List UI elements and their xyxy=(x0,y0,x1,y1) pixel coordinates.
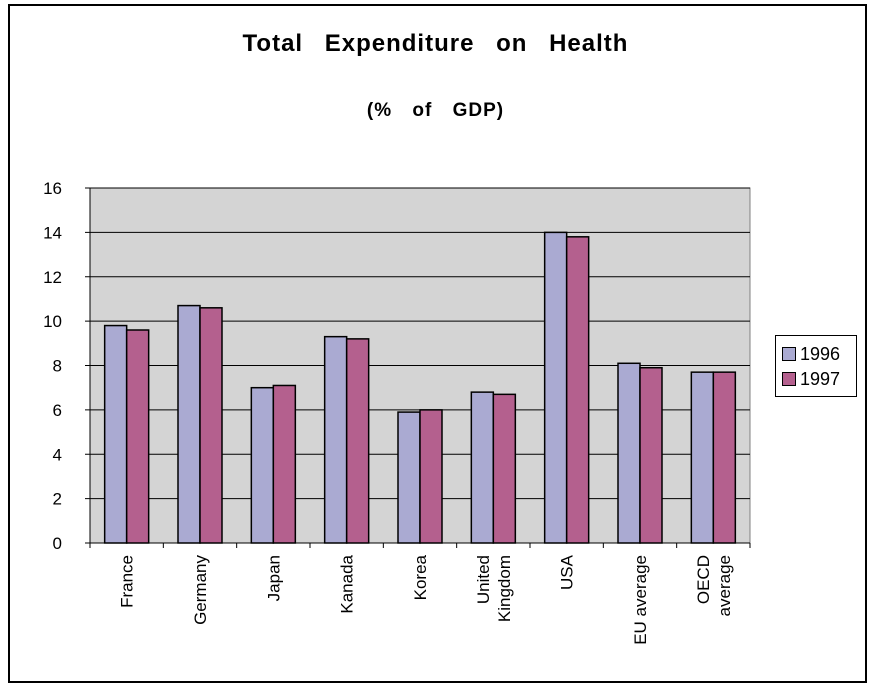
x-tick-label-line: Kanada xyxy=(338,554,357,613)
x-tick-label-line: United xyxy=(474,555,493,604)
bar-1997-eu-average xyxy=(639,366,663,544)
x-tick-label: Kanada xyxy=(338,554,357,613)
x-tick-label: France xyxy=(118,555,137,608)
y-tick-label: 4 xyxy=(53,445,62,464)
x-tick-label-line: EU average xyxy=(631,555,650,645)
x-tick-label: OECD average xyxy=(694,555,734,616)
bar-1996-kanada xyxy=(323,335,348,544)
bar-1996-germany xyxy=(177,304,201,544)
legend-swatch-1997 xyxy=(782,372,796,386)
x-tick-label-line: Korea xyxy=(411,554,430,600)
y-tick-label: 8 xyxy=(53,357,62,376)
x-tick-label-line: Japan xyxy=(264,555,283,601)
y-tick-label: 16 xyxy=(43,179,62,198)
x-tick-label-line: France xyxy=(118,555,137,608)
bar-1996-oecd-average xyxy=(690,371,715,544)
bar-1996-united-kingdom xyxy=(470,391,495,544)
x-tick-label: USA xyxy=(558,554,577,590)
legend-item-1996: 1996 xyxy=(782,343,840,365)
y-tick-label: 2 xyxy=(53,490,62,509)
x-tick-label: Japan xyxy=(264,555,283,601)
y-tick-label: 12 xyxy=(43,268,62,287)
bar-1997-kanada xyxy=(345,338,370,544)
bar-1997-japan xyxy=(272,384,297,544)
chart-legend: 1996 1997 xyxy=(775,335,857,397)
bar-1996-usa xyxy=(543,231,568,544)
bar-1996-france xyxy=(103,324,128,544)
x-tick-label-line: OECD xyxy=(694,555,713,604)
legend-swatch-1996 xyxy=(782,347,796,361)
bar-1997-united-kingdom xyxy=(492,393,517,544)
x-tick-label-line: Kingdom xyxy=(495,555,514,622)
bar-1996-korea xyxy=(397,411,421,544)
legend-label-1997: 1997 xyxy=(800,368,841,389)
y-tick-label: 14 xyxy=(43,223,62,242)
chart-subtitle: (% of GDP) xyxy=(366,100,505,121)
x-tick-label-line: Germany xyxy=(191,555,210,625)
y-tick-label: 6 xyxy=(53,401,62,420)
x-tick-label: Germany xyxy=(191,555,210,625)
bar-1996-japan xyxy=(250,386,275,544)
bar-1997-france xyxy=(125,329,150,544)
x-tick-label-line: USA xyxy=(558,554,577,590)
legend-label-1996: 1996 xyxy=(800,343,841,364)
bar-1997-usa xyxy=(565,236,590,544)
bar-1997-oecd-average xyxy=(712,371,737,544)
x-tick-label: EU average xyxy=(631,555,650,645)
bar-1997-korea xyxy=(419,409,443,544)
legend-item-1997: 1997 xyxy=(782,368,840,390)
x-tick-label: Korea xyxy=(411,554,430,600)
bar-1996-eu-average xyxy=(617,362,641,544)
y-tick-label: 0 xyxy=(53,534,62,553)
chart-title: Total Expenditure on Health xyxy=(242,30,629,57)
x-tick-label-line: average xyxy=(715,555,734,616)
x-tick-label: United Kingdom xyxy=(474,555,514,622)
bar-1997-germany xyxy=(199,307,223,544)
y-tick-label: 10 xyxy=(43,312,62,331)
